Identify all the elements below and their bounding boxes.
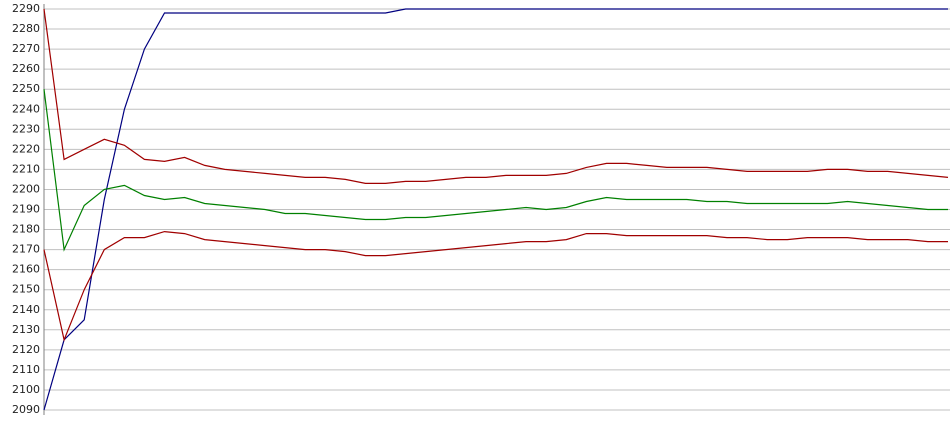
- y-tick-label: 2150: [12, 283, 40, 296]
- y-tick-label: 2140: [12, 303, 40, 316]
- y-tick-label: 2130: [12, 323, 40, 336]
- series-line: [43, 89, 948, 252]
- y-tick-label: 2180: [12, 223, 40, 236]
- y-tick-label: 2230: [12, 122, 40, 135]
- y-tick-label: 2280: [12, 22, 40, 35]
- y-tick-label: 2100: [12, 383, 40, 396]
- series-line: [43, 8, 949, 184]
- series-line: [43, 8, 948, 411]
- y-tick-label: 2240: [12, 102, 40, 115]
- y-tick-label: 2110: [12, 363, 40, 376]
- y-tick-label: 2270: [12, 42, 40, 55]
- y-tick-label: 2160: [12, 263, 40, 276]
- y-tick-label: 2250: [12, 82, 40, 95]
- y-tick-label: 2210: [12, 162, 40, 175]
- y-tick-label: 2200: [12, 182, 40, 195]
- y-tick-label: 2190: [12, 203, 40, 216]
- y-tick-label: 2290: [12, 2, 40, 15]
- y-tick-label: 2220: [12, 142, 40, 155]
- y-tick-label: 2120: [12, 343, 40, 356]
- y-tick-label: 2090: [12, 403, 40, 416]
- y-tick-label: 2170: [12, 243, 40, 256]
- series-line: [43, 230, 948, 342]
- y-tick-label: 2260: [12, 62, 40, 75]
